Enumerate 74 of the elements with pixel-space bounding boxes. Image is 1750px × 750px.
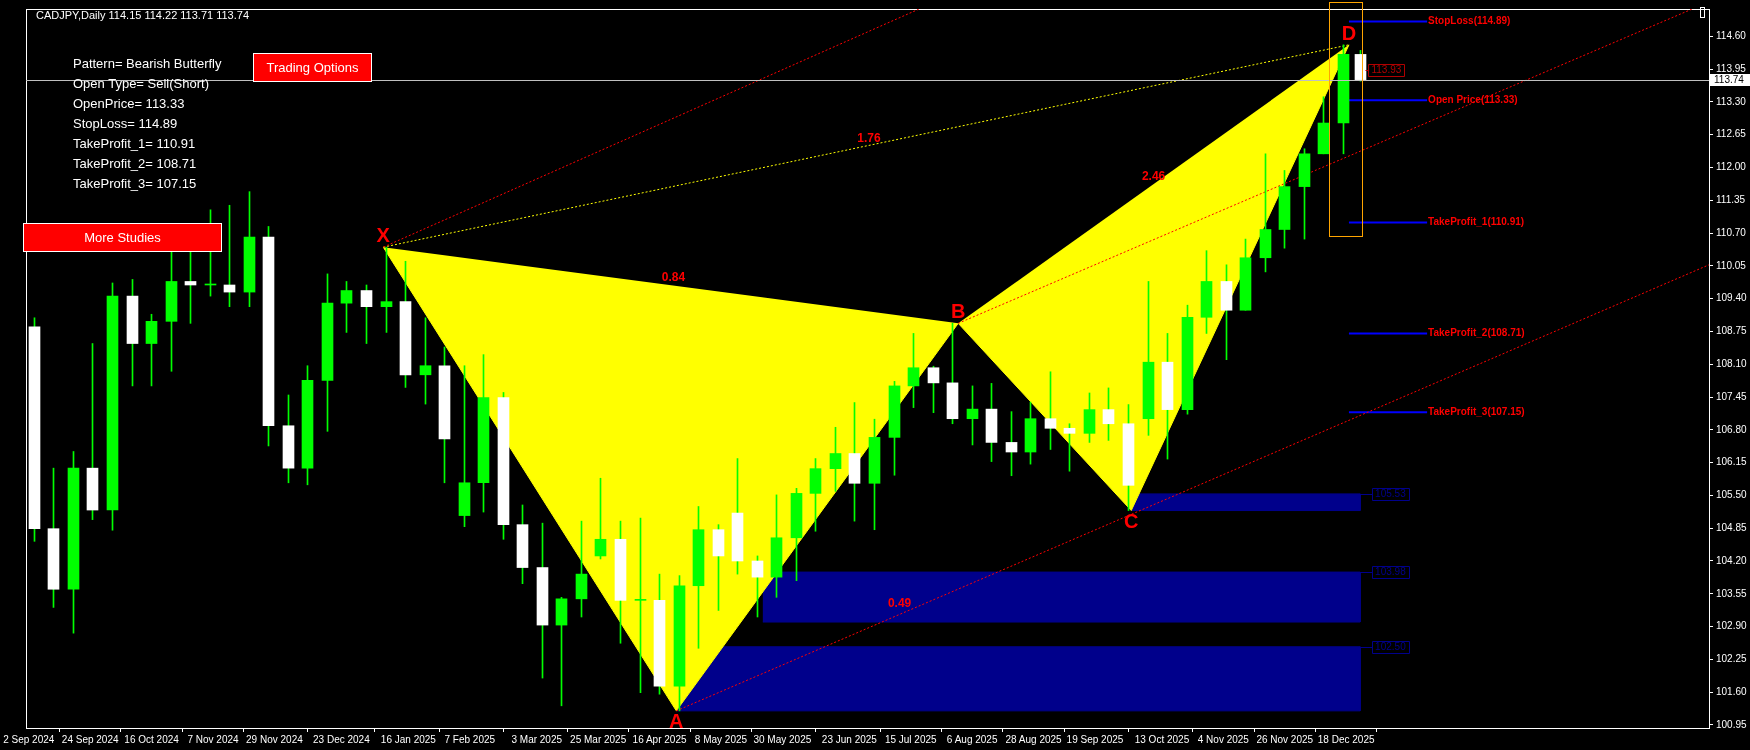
chart-title: CADJPY,Daily 114.15 114.22 113.71 113.74 <box>36 9 250 22</box>
x-tick-label: 8 May 2025 <box>694 733 748 745</box>
y-tick-label: 101.60 <box>1716 685 1748 697</box>
y-tick-label: 110.70 <box>1716 226 1747 238</box>
y-tick-label: 103.55 <box>1716 587 1748 599</box>
y-tick-label: 104.20 <box>1716 554 1748 566</box>
y-tick-label: 106.15 <box>1716 456 1748 468</box>
y-tick-label: 102.90 <box>1716 620 1748 632</box>
x-tick-label: 7 Feb 2025 <box>444 733 496 745</box>
x-tick-label: 15 Jul 2025 <box>884 733 938 745</box>
x-tick-label: 23 Dec 2024 <box>313 733 371 745</box>
x-tick-label: 29 Nov 2024 <box>246 733 304 745</box>
annotation: OpenPrice= 113.33 <box>73 96 185 111</box>
x-tick-label: 24 Sep 2024 <box>61 733 119 745</box>
data-label: 103.98 <box>1375 566 1407 578</box>
series-label: TakeProfit_2(108.71) <box>1428 327 1525 339</box>
y-tick-label: 113.30 <box>1716 95 1747 107</box>
annotation: 0.49 <box>887 596 912 611</box>
annotation: 0.84 <box>661 270 686 284</box>
y-tick-label: 100.95 <box>1716 718 1748 730</box>
annotation: 2.46 <box>1141 169 1166 184</box>
y-tick-label: 109.40 <box>1716 292 1748 304</box>
annotation: Trading Options <box>266 60 359 75</box>
x-tick-label: 18 Dec 2025 <box>1317 733 1375 745</box>
y-tick-label: 107.45 <box>1716 390 1748 402</box>
x-tick-label: 30 May 2025 <box>753 733 812 745</box>
annotation: A <box>669 709 684 732</box>
x-tick-label: 2 Sep 2024 <box>3 733 55 745</box>
annotation: 1.76 <box>857 130 881 145</box>
x-tick-label: 16 Jan 2025 <box>380 733 437 745</box>
annotation: B <box>950 300 966 323</box>
data-label: 102.50 <box>1375 641 1407 653</box>
y-tick-label: 106.80 <box>1716 423 1748 435</box>
button[interactable]: Trading Options <box>253 53 372 82</box>
x-tick-label: 16 Apr 2025 <box>632 733 687 745</box>
annotation: TakeProfit_3= 107.15 <box>73 176 197 191</box>
y-tick-label: 112.65 <box>1716 128 1747 140</box>
x-tick-label: 26 Nov 2025 <box>1256 733 1314 745</box>
x-tick-label: 19 Sep 2025 <box>1066 733 1124 745</box>
y-tick-label: 112.00 <box>1716 161 1747 173</box>
y-tick-label: 105.50 <box>1716 489 1748 501</box>
y-tick-label: 108.75 <box>1716 325 1748 337</box>
y-tick-label: 113.95 <box>1716 62 1747 74</box>
y-tick-label: 108.10 <box>1716 357 1748 369</box>
annotation: 113.93 <box>1371 64 1402 76</box>
annotation: D <box>1341 21 1357 44</box>
button[interactable]: More Studies <box>23 223 222 252</box>
y-tick-label: 110.05 <box>1716 259 1747 271</box>
data-label: 105.53 <box>1375 488 1407 500</box>
annotation: More Studies <box>84 230 161 245</box>
annotation: TakeProfit_1= 110.91 <box>73 136 196 151</box>
annotation: X <box>376 224 391 247</box>
ref-line-label: 113.74 <box>1714 74 1745 86</box>
y-tick-label: 104.85 <box>1716 521 1748 533</box>
x-tick-label: 23 Jun 2025 <box>821 733 878 745</box>
x-tick-label: 4 Nov 2025 <box>1197 733 1250 745</box>
annotation: C <box>1124 509 1139 532</box>
x-tick-label: 6 Aug 2025 <box>946 733 998 745</box>
y-tick-label: 114.60 <box>1716 30 1747 41</box>
x-tick-label: 28 Aug 2025 <box>1005 733 1063 745</box>
y-tick-label: 111.35 <box>1716 193 1746 205</box>
x-tick-label: 16 Oct 2024 <box>124 733 180 745</box>
x-tick-label: 13 Oct 2025 <box>1134 733 1190 745</box>
annotation: StopLoss= 114.89 <box>73 116 178 131</box>
y-tick-label: 102.25 <box>1716 653 1748 665</box>
series-label: TakeProfit_3(107.15) <box>1428 405 1525 417</box>
annotation: Pattern= Bearish Butterfly <box>73 56 222 71</box>
annotation: TakeProfit_2= 108.71 <box>73 156 197 171</box>
series-label: TakeProfit_1(110.91) <box>1428 216 1525 228</box>
x-tick-label: 3 Mar 2025 <box>511 733 563 745</box>
x-tick-label: 7 Nov 2024 <box>187 733 240 745</box>
series-label: StopLoss(114.89) <box>1428 15 1511 27</box>
x-tick-label: 25 Mar 2025 <box>570 733 627 745</box>
series-label: Open Price(113.33) <box>1428 94 1518 106</box>
